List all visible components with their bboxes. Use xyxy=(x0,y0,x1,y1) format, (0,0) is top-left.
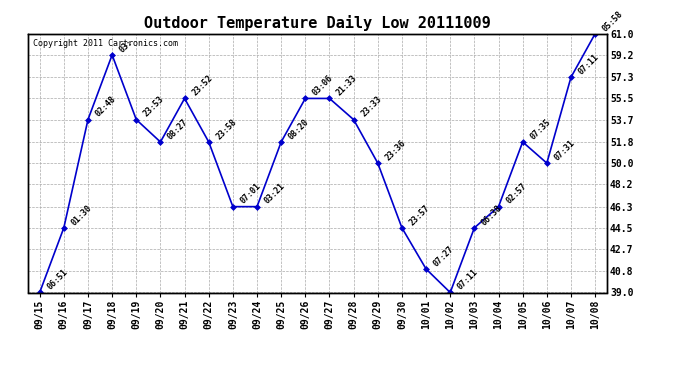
Text: 03:06: 03:06 xyxy=(311,74,335,98)
Text: 07:31: 07:31 xyxy=(553,138,576,162)
Text: 07:11: 07:11 xyxy=(456,268,480,292)
Text: 23:58: 23:58 xyxy=(215,117,238,141)
Text: 07:01: 07:01 xyxy=(239,182,262,206)
Text: 21:33: 21:33 xyxy=(335,74,359,98)
Text: 05:58: 05:58 xyxy=(601,9,624,33)
Text: 07:11: 07:11 xyxy=(577,53,600,76)
Text: 08:20: 08:20 xyxy=(287,117,310,141)
Text: 01:30: 01:30 xyxy=(70,203,93,227)
Text: 23:52: 23:52 xyxy=(190,74,214,98)
Text: 23:33: 23:33 xyxy=(359,95,383,119)
Text: 07:35: 07:35 xyxy=(529,117,552,141)
Text: Copyright 2011 Cartronics.com: Copyright 2011 Cartronics.com xyxy=(33,39,179,48)
Text: 06:38: 06:38 xyxy=(480,203,504,227)
Text: 03:21: 03:21 xyxy=(263,182,286,206)
Text: 23:36: 23:36 xyxy=(384,138,407,162)
Text: 23:57: 23:57 xyxy=(408,203,431,227)
Text: 07:27: 07:27 xyxy=(432,244,455,268)
Text: 06:51: 06:51 xyxy=(46,268,69,292)
Text: 03:: 03: xyxy=(118,37,135,54)
Text: 08:27: 08:27 xyxy=(166,117,190,141)
Text: 23:53: 23:53 xyxy=(142,95,166,119)
Title: Outdoor Temperature Daily Low 20111009: Outdoor Temperature Daily Low 20111009 xyxy=(144,15,491,31)
Text: 02:57: 02:57 xyxy=(504,182,528,206)
Text: 02:48: 02:48 xyxy=(94,95,117,119)
